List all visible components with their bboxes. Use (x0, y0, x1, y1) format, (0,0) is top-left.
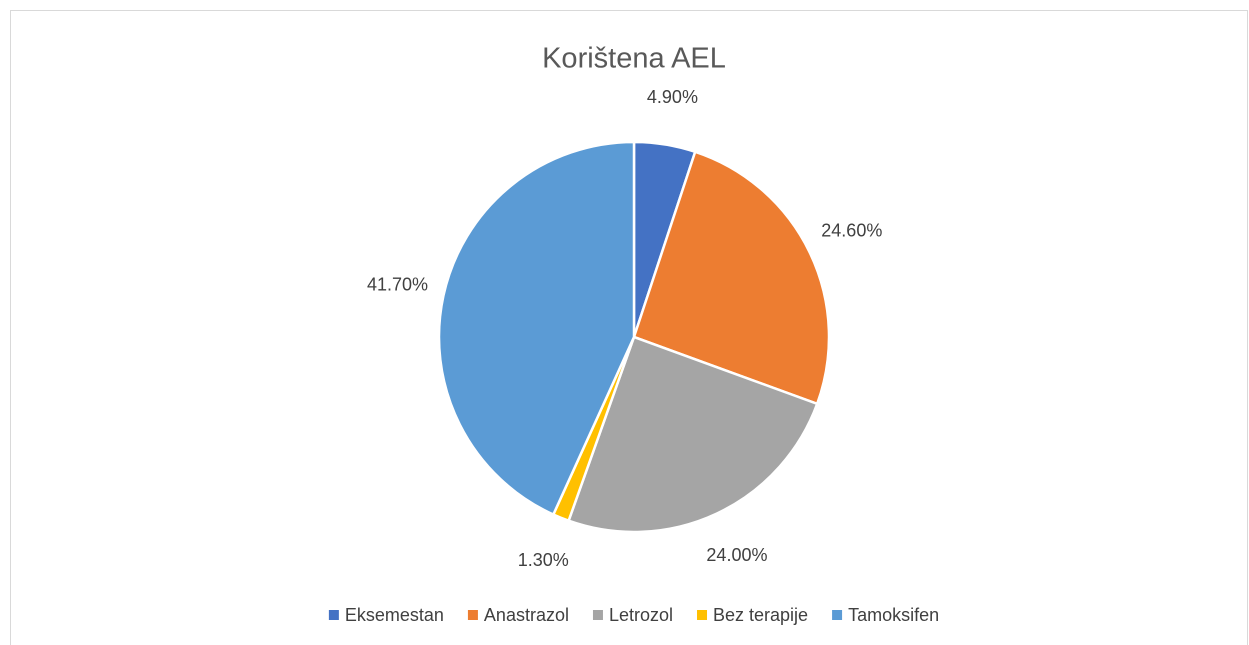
chart-frame (10, 10, 1248, 645)
legend-label: Anastrazol (484, 605, 569, 625)
pie-slice (632, 150, 831, 406)
legend-swatch (832, 610, 843, 620)
legend-swatch (328, 610, 339, 620)
legend-swatch (592, 610, 603, 620)
chart-title: Korištena AEL (542, 43, 726, 75)
legend-label: Letrozol (609, 605, 673, 625)
legend-label: Eksemestan (345, 605, 444, 625)
legend-label: Bez terapije (713, 605, 808, 625)
pie-slice (437, 140, 636, 517)
pie-slice (567, 335, 819, 534)
legend-swatch (467, 610, 478, 620)
data-label: 1.30% (518, 550, 569, 570)
data-label: 24.00% (706, 545, 767, 565)
data-label: 24.60% (821, 220, 882, 240)
data-label: 41.70% (367, 275, 428, 295)
data-label: 4.90% (647, 87, 698, 107)
legend-label: Tamoksifen (848, 605, 939, 625)
legend-swatch (697, 610, 708, 620)
